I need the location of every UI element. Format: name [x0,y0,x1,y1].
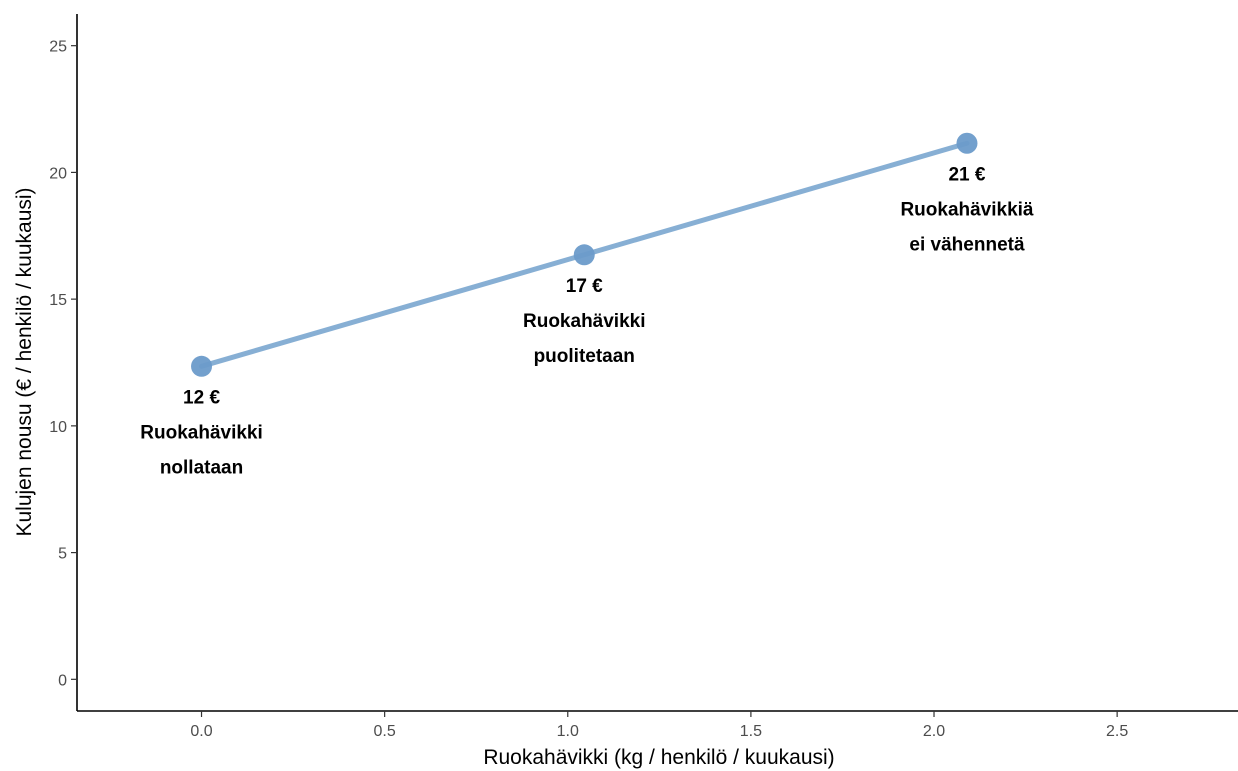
point-desc-label: Ruokahävikkiä [900,199,1033,220]
x-tick-label: 2.0 [923,723,945,740]
x-axis-title: Ruokahävikki (kg / henkilö / kuukausi) [483,746,834,769]
point-desc-label: puolitetaan [534,346,635,367]
y-ticks: 0 5 10 15 20 25 [49,39,77,689]
y-tick-label: 10 [49,419,67,436]
y-tick-label: 25 [49,39,67,56]
x-tick-label: 2.5 [1106,723,1128,740]
point-labels: 12 € Ruokahävikki nollataan 17 € Ruokahävikk… [140,164,1034,478]
point-desc-label: ei vähennetä [909,234,1025,255]
point-desc-label: Ruokahävikki [523,311,646,332]
point-desc-label: Ruokahävikki [140,422,263,443]
data-point [191,355,213,377]
plot-panel: 0 5 10 15 20 25 0.0 0.5 1.0 1.5 2.0 2.5 12 € Ruokah… [49,14,1238,740]
x-tick-label: 1.5 [740,723,762,740]
y-tick-label: 20 [49,165,67,182]
point-value-label: 12 € [183,387,220,408]
y-axis-title: Kulujen nousu (€ / henkilö / kuukausi) [13,187,36,536]
series-layer [191,132,978,377]
x-tick-label: 1.0 [557,723,579,740]
y-tick-label: 15 [49,292,67,309]
x-tick-label: 0.0 [190,723,212,740]
data-point [573,244,595,266]
x-tick-label: 0.5 [374,723,396,740]
y-tick-label: 0 [58,672,67,689]
point-value-label: 21 € [948,164,985,185]
data-point [956,132,978,154]
y-tick-label: 5 [58,546,67,563]
point-value-label: 17 € [566,276,603,297]
point-desc-label: nollataan [160,457,243,478]
x-ticks: 0.0 0.5 1.0 1.5 2.0 2.5 [190,711,1128,740]
